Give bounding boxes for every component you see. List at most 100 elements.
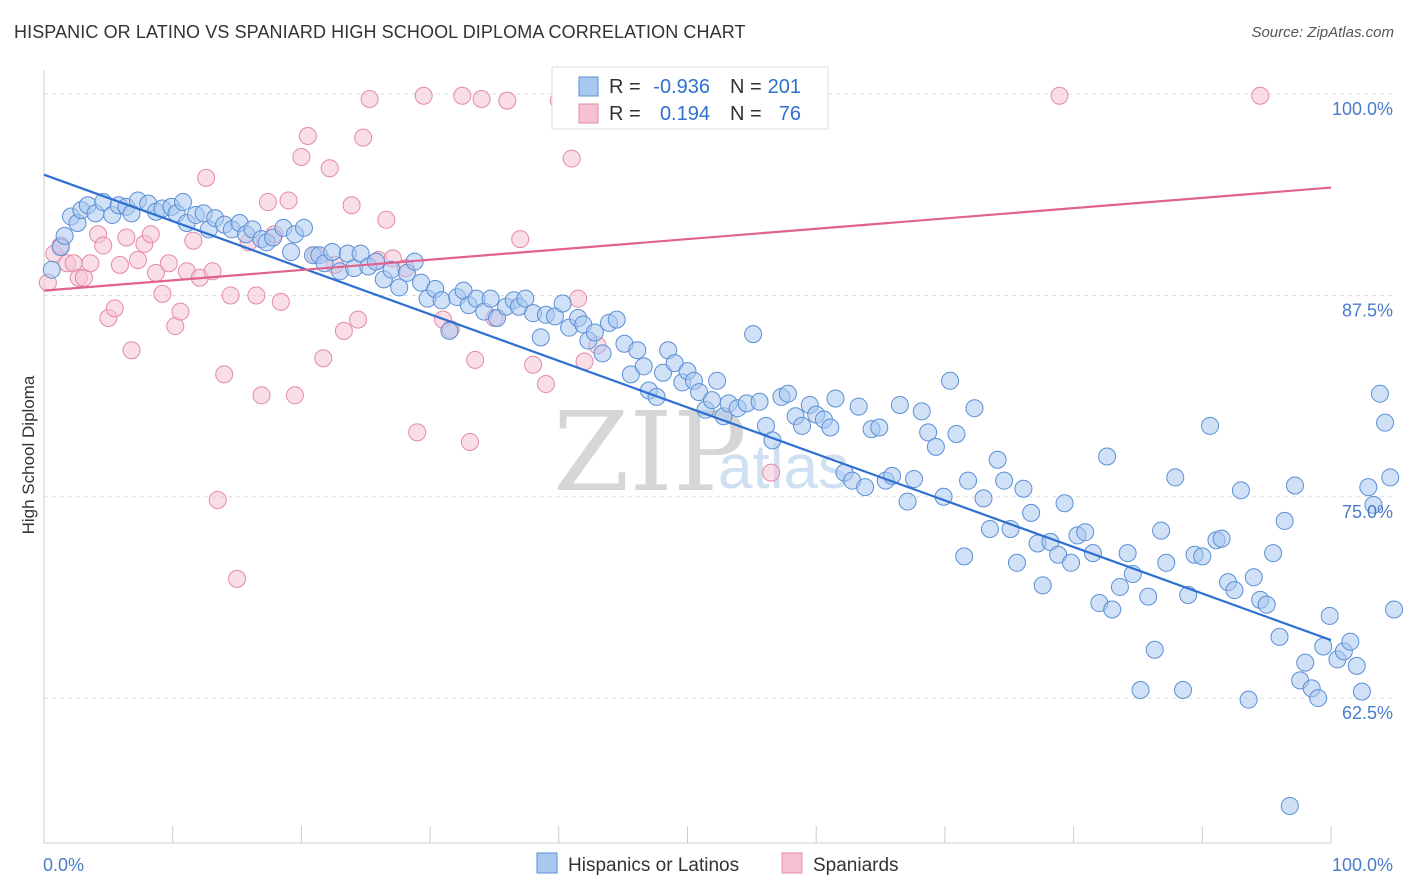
- spaniards-point-34: [252, 386, 271, 405]
- hispanics-point-89: [665, 354, 684, 373]
- hispanics-point-84: [634, 357, 653, 376]
- hispanics-point-101: [744, 325, 763, 344]
- hispanics-point-106: [778, 384, 797, 403]
- hispanics-point-193: [1359, 478, 1378, 497]
- hispanics-point-179: [1275, 511, 1294, 530]
- bottom-legend-hispanics: Hispanics or Latinos: [568, 855, 739, 876]
- legend-r-value-1: -0.936: [653, 76, 710, 98]
- hispanics-point-183: [1296, 653, 1315, 672]
- hispanics-point-125: [912, 402, 931, 421]
- spaniards-point-41: [298, 127, 317, 146]
- hispanics-point-160: [1152, 521, 1171, 540]
- spaniards-point-69: [562, 149, 581, 168]
- hispanics-point-167: [1201, 416, 1220, 435]
- hispanics-point-36: [294, 218, 313, 237]
- hispanics-point-0: [42, 260, 61, 279]
- hispanics-point-93: [690, 383, 709, 402]
- hispanics-point-127: [926, 437, 945, 456]
- hispanics-point-155: [1118, 544, 1137, 563]
- hispanics-point-196: [1376, 413, 1395, 432]
- hispanics-point-124: [905, 470, 924, 489]
- hispanics-point-87: [654, 363, 673, 382]
- legend-box: R = -0.936 N = 201 R = 0.194 N = 76: [551, 66, 829, 130]
- spaniards-point-62: [472, 89, 491, 108]
- spaniards-point-67: [536, 375, 555, 394]
- hispanics-point-185: [1309, 689, 1328, 708]
- tick-labels: 62.5% 75.0% 87.5% 100.0% 0.0% 100.0%: [43, 99, 1393, 875]
- hispanics-point-130: [947, 424, 966, 443]
- hispanics-point-77: [585, 323, 604, 342]
- hispanics-point-194: [1364, 495, 1383, 514]
- hispanics-point-159: [1145, 640, 1164, 659]
- hispanics-point-166: [1193, 547, 1212, 566]
- hispanics-point-139: [1007, 553, 1026, 572]
- hispanics-point-136: [988, 450, 1007, 469]
- spaniards-point-35: [258, 193, 277, 212]
- hispanics-point-195: [1370, 384, 1389, 403]
- legend-r-label-2: R =: [609, 103, 641, 125]
- hispanics-trend-line: [43, 173, 1332, 642]
- legend-n-label-1: N =: [730, 76, 762, 98]
- hispanics-point-82: [621, 365, 640, 384]
- spaniards-point-15: [128, 251, 147, 270]
- hispanics-point-141: [1022, 503, 1041, 522]
- spaniards-point-38: [279, 191, 298, 210]
- hispanics-point-95: [702, 391, 721, 410]
- hispanics-point-187: [1320, 606, 1339, 625]
- legend-n-label-2: N =: [730, 103, 762, 125]
- spaniards-point-37: [271, 292, 290, 311]
- watermark-atlas: atlas: [718, 433, 849, 502]
- spaniards-point-56: [414, 86, 433, 105]
- spaniards-point-52: [377, 210, 396, 229]
- hispanics-point-116: [849, 397, 868, 416]
- hispanics-point-132: [959, 471, 978, 490]
- spaniards-point-61: [466, 350, 485, 369]
- hispanics-point-108: [793, 416, 812, 435]
- hispanics-point-181: [1285, 476, 1304, 495]
- hispanics-point-143: [1033, 576, 1052, 595]
- y-tick-label-1: 75.0%: [1342, 502, 1393, 522]
- hispanics-point-119: [870, 418, 889, 437]
- spaniards-point-60: [460, 433, 479, 452]
- hispanics-point-83: [628, 341, 647, 360]
- spaniards-point-44: [320, 159, 339, 178]
- hispanics-point-56: [440, 321, 459, 340]
- hispanics-point-171: [1225, 581, 1244, 600]
- spaniards-point-73: [762, 463, 781, 482]
- chart-title: HISPANIC OR LATINO VS SPANIARD HIGH SCHO…: [14, 22, 746, 42]
- hispanics-point-140: [1014, 479, 1033, 498]
- spaniards-trend-line: [43, 186, 1332, 292]
- x-tick-label-0: 0.0%: [43, 855, 84, 875]
- spaniards-point-27: [203, 262, 222, 281]
- legend-swatch-blue: [578, 76, 599, 97]
- spaniards-point-43: [314, 349, 333, 368]
- hispanics-point-2: [55, 226, 74, 245]
- hispanics-point-177: [1264, 544, 1283, 563]
- spaniards-point-48: [349, 310, 368, 329]
- spaniards-point-65: [511, 230, 530, 249]
- bottom-legend: Hispanics or Latinos Spaniards: [536, 852, 899, 876]
- legend-r-label-1: R =: [609, 76, 641, 98]
- spaniards-point-50: [360, 89, 379, 108]
- spaniards-point-29: [215, 365, 234, 384]
- spaniards-point-13: [117, 228, 136, 247]
- hispanics-point-192: [1352, 682, 1371, 701]
- spaniards-point-28: [208, 490, 227, 509]
- bottom-legend-spaniards: Spaniards: [813, 855, 899, 876]
- hispanics-point-190: [1341, 632, 1360, 651]
- hispanics-point-173: [1239, 690, 1258, 709]
- hispanics-point-178: [1270, 627, 1289, 646]
- legend-n-value-2: 76: [779, 103, 801, 125]
- hispanics-point-49: [390, 278, 409, 297]
- spaniards-point-14: [122, 341, 141, 360]
- hispanics-point-129: [941, 371, 960, 390]
- spaniards-point-47: [342, 196, 361, 215]
- hispanics-point-157: [1131, 681, 1150, 700]
- hispanics-point-172: [1231, 481, 1250, 500]
- spaniards-point-39: [285, 386, 304, 405]
- hispanics-point-146: [1055, 494, 1074, 513]
- hispanics-point-34: [282, 242, 301, 261]
- hispanics-point-19: [173, 193, 192, 212]
- spaniards-point-40: [292, 147, 311, 166]
- hispanics-points: [42, 191, 1404, 815]
